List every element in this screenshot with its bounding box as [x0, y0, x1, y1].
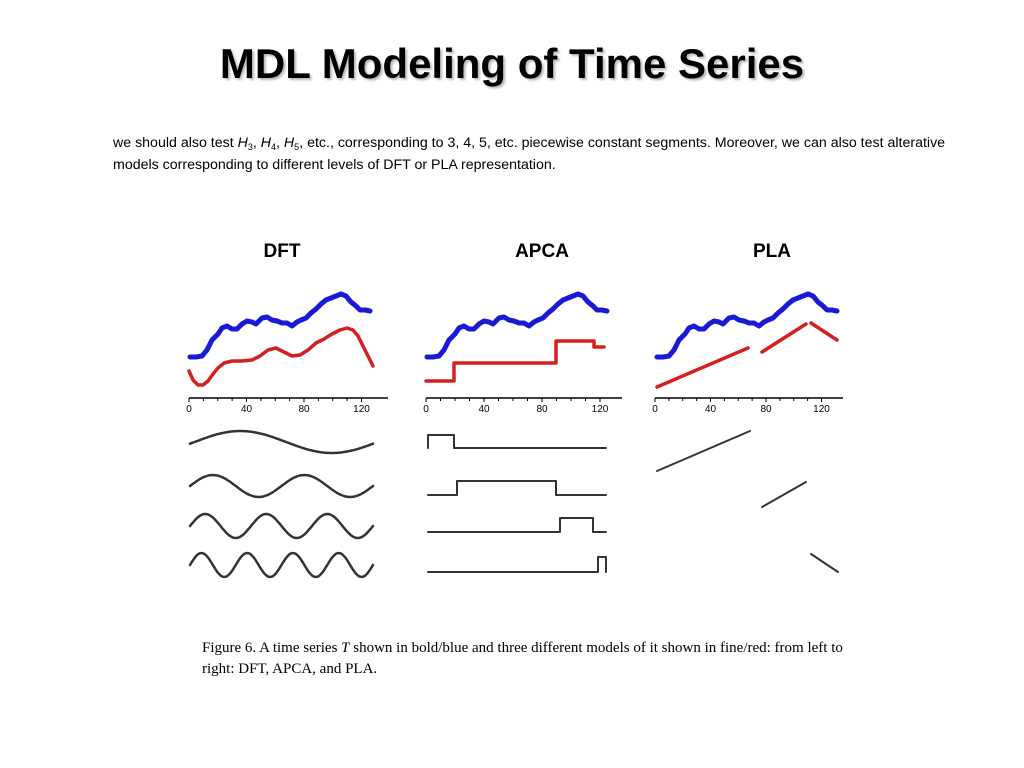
- dft-basis-wave: [188, 473, 375, 499]
- dft-time-series-line: [187, 291, 373, 360]
- caption-series-symbol: T: [341, 640, 350, 656]
- apca-tick-label: 120: [592, 404, 609, 415]
- pla-basis-segment: [656, 430, 751, 472]
- apca-time-series-line: [424, 291, 610, 360]
- apca-panel-label: APCA: [515, 241, 569, 262]
- apca-tick-label: 80: [536, 404, 548, 415]
- h5-symbol: H: [283, 135, 295, 151]
- apca-basis-step: [427, 480, 607, 496]
- dft-basis-wave: [188, 551, 375, 579]
- dft-tick-label: 120: [353, 404, 370, 415]
- pla-panel-label: PLA: [753, 241, 791, 262]
- body-paragraph: we should also test H3, H4, H5, etc., co…: [113, 132, 973, 176]
- dft-basis-wave: [188, 512, 375, 540]
- dft-tick-label: 40: [241, 404, 253, 415]
- apca-basis-step: [427, 556, 607, 573]
- body-separator: ,: [252, 135, 261, 151]
- pla-model-segment: [655, 346, 750, 389]
- slide-title: MDL Modeling of Time Series: [219, 40, 805, 87]
- caption-prefix: Figure 6. A time series: [202, 640, 342, 656]
- figure-caption: Figure 6. A time series T shown in bold/…: [202, 638, 862, 680]
- pla-model-segment: [809, 321, 839, 342]
- body-text-post: , etc., corresponding to 3, 4, 5, etc. p…: [113, 135, 946, 173]
- pla-basis-segment: [810, 553, 839, 573]
- body-separator: ,: [276, 135, 284, 151]
- h4-subscript: 4: [271, 142, 277, 152]
- dft-panel-label: DFT: [263, 241, 301, 262]
- h4-symbol: H: [260, 135, 272, 151]
- apca-model-line: [424, 339, 606, 383]
- dft-basis-wave: [188, 429, 375, 455]
- apca-basis-step: [427, 517, 607, 533]
- dft-model-line: [187, 326, 375, 387]
- pla-model-segment: [760, 322, 808, 354]
- apca-tick-label: 0: [423, 404, 429, 415]
- h5-subscript: 5: [294, 142, 300, 152]
- pla-tick-label: 120: [813, 404, 830, 415]
- dft-tick-label: 0: [186, 404, 192, 415]
- h3-subscript: 3: [247, 142, 253, 152]
- pla-basis-segment: [761, 481, 807, 508]
- pla-time-series-line: [654, 291, 840, 360]
- apca-basis-step: [427, 434, 607, 449]
- pla-tick-label: 40: [705, 404, 717, 415]
- pla-tick-label: 0: [652, 404, 658, 415]
- body-text-pre: we should also test: [113, 135, 238, 151]
- h3-symbol: H: [237, 135, 248, 151]
- caption-suffix: shown in bold/blue and three different m…: [202, 640, 843, 677]
- apca-tick-label: 40: [478, 404, 490, 415]
- pla-tick-label: 80: [760, 404, 772, 415]
- dft-tick-label: 80: [298, 404, 310, 415]
